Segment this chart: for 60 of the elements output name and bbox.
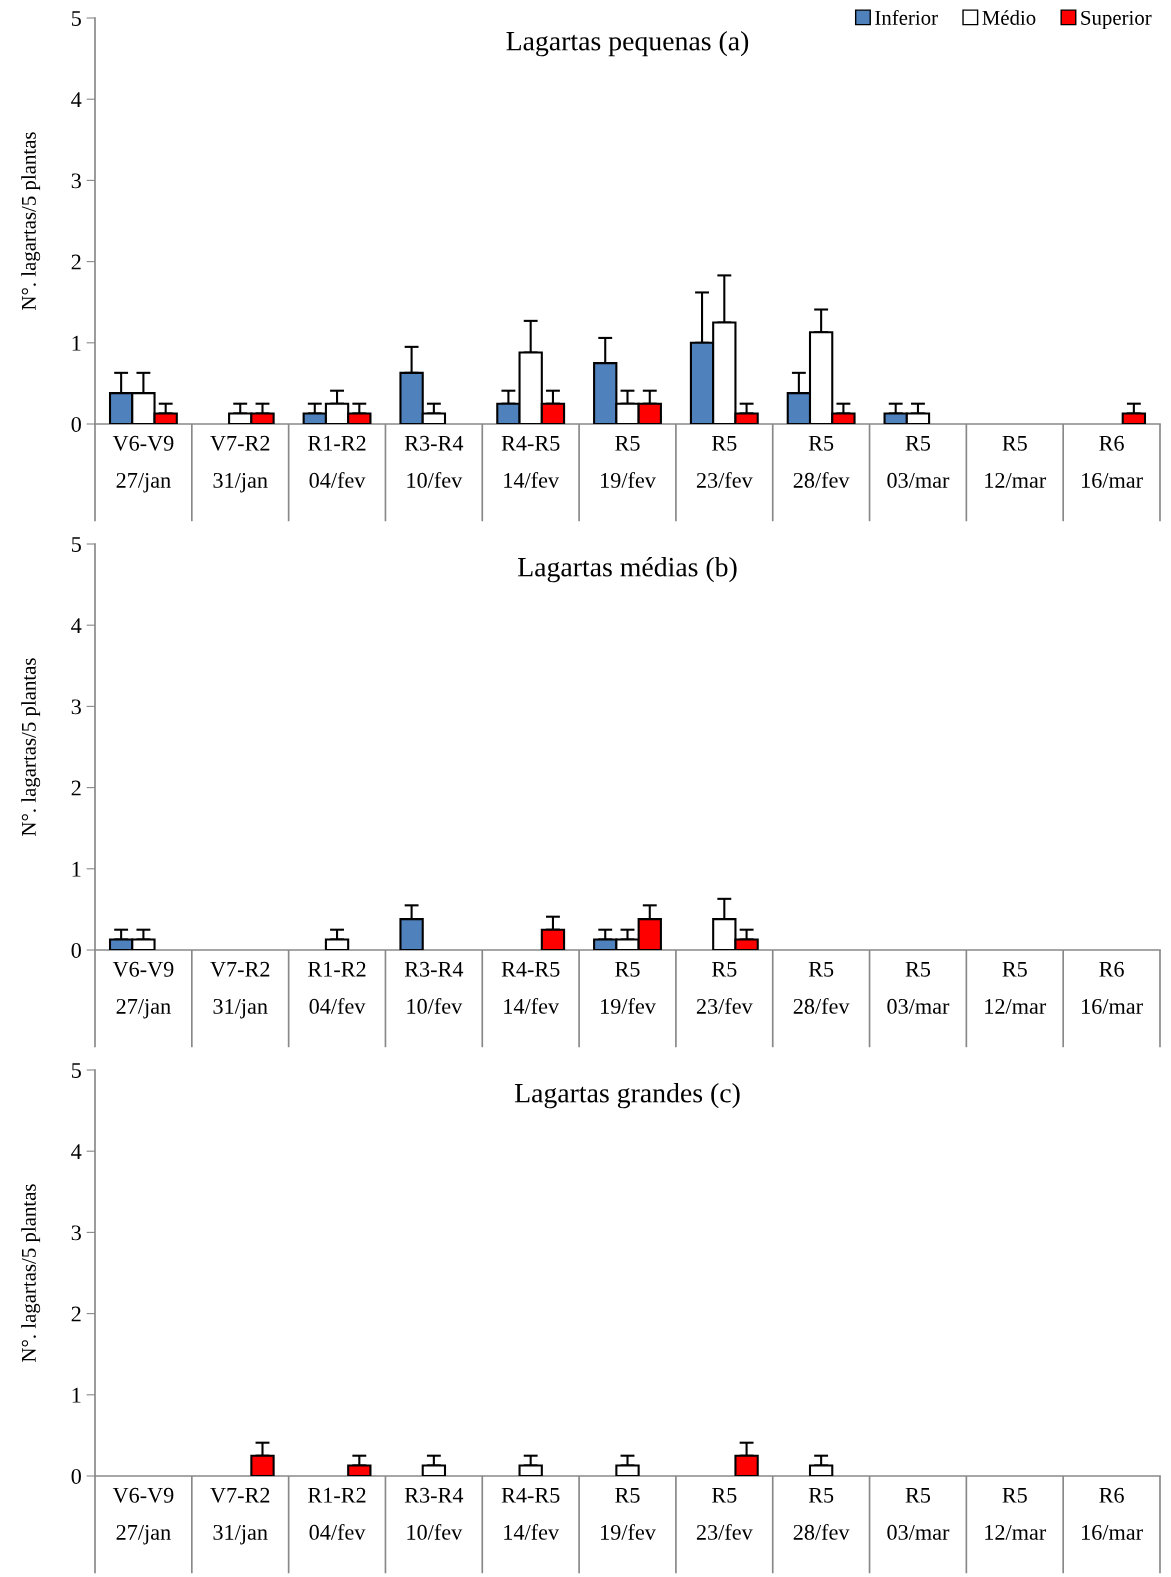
x-tick-label: R3-R4 10/fev [404,961,464,1014]
x-tick-label: R5 23/fev [696,961,753,1014]
x-tick-label: R5 12/mar [985,1487,1047,1540]
x-tick-label: V7-R2 31/jan [210,435,270,493]
x-tick-label: R5 12/mar [985,435,1047,488]
chart-title: Lagartas médias (b) [518,556,737,583]
x-tick-label: R4-R5 14/fev [501,435,560,488]
x-tick-label: R3-R4 10/fev [404,1487,464,1540]
x-tick-label: V6-V9 27/jan [112,961,174,1019]
y-tick-label: 5 [71,11,81,26]
y-tick-label: 4 [71,1144,82,1159]
y-tick-label: 4 [71,618,82,633]
y-axis-title: N°. lagartas/5 plantas [21,658,41,836]
x-tick-label: V7-R2 31/jan [210,961,270,1019]
legend-label: Inferior [875,10,938,25]
x-tick-label: R6 16/mar [1082,961,1143,1014]
y-tick-label: 5 [71,537,81,552]
y-tick-label: 2 [71,254,81,270]
y-tick-label: 0 [71,1468,81,1484]
x-tick-label: R4-R5 14/fev [501,961,560,1014]
y-tick-label: 0 [71,416,81,432]
x-tick-label: R5 23/fev [696,435,753,488]
x-tick-label: V6-V9 27/jan [112,435,174,493]
x-tick-label: R5 03/mar [887,1487,950,1540]
y-tick-label: 3 [71,173,81,189]
x-tick-label: R6 16/mar [1082,1487,1143,1540]
x-tick-label: R5 28/fev [793,1487,850,1540]
y-tick-label: 3 [71,1225,81,1241]
x-tick-label: R5 03/mar [887,435,950,488]
x-tick-label: R3-R4 10/fev [404,435,464,488]
y-tick-label: 1 [72,1387,81,1403]
x-tick-label: R5 12/mar [985,961,1047,1014]
x-tick-label: V7-R2 31/jan [210,1487,270,1545]
x-tick-label: R5 19/fev [601,961,656,1014]
y-tick-label: 0 [71,942,81,958]
x-tick-label: R5 19/fev [601,1487,656,1540]
y-axis-title: N°. lagartas/5 plantas [21,132,41,310]
chart-title: Lagartas grandes (c) [514,1082,740,1109]
y-tick-label: 2 [71,780,81,796]
x-tick-label: R4-R5 14/fev [501,1487,560,1540]
y-tick-label: 3 [71,699,81,715]
x-tick-label: V6-V9 27/jan [112,1487,174,1545]
x-tick-label: R1-R2 04/fev [308,1487,366,1540]
x-tick-label: R5 28/fev [793,961,850,1014]
x-tick-label: R1-R2 04/fev [308,435,366,488]
y-tick-label: 1 [72,861,81,877]
y-tick-label: 4 [71,92,82,107]
legend-label: Médio [982,10,1036,25]
legend-label: Superior [1081,10,1152,30]
y-tick-label: 1 [72,335,81,351]
x-tick-label: R6 16/mar [1082,435,1143,488]
x-tick-label: R5 28/fev [793,435,850,488]
y-axis-title: N°. lagartas/5 plantas [21,1184,41,1362]
x-tick-label: R5 03/mar [887,961,950,1014]
x-tick-label: R5 19/fev [601,435,656,488]
x-tick-label: R5 23/fev [696,1487,753,1540]
x-tick-label: R1-R2 04/fev [308,961,366,1014]
chart-title: Lagartas pequenas (a) [506,30,749,57]
y-tick-label: 5 [71,1063,81,1078]
y-tick-label: 2 [71,1306,81,1322]
